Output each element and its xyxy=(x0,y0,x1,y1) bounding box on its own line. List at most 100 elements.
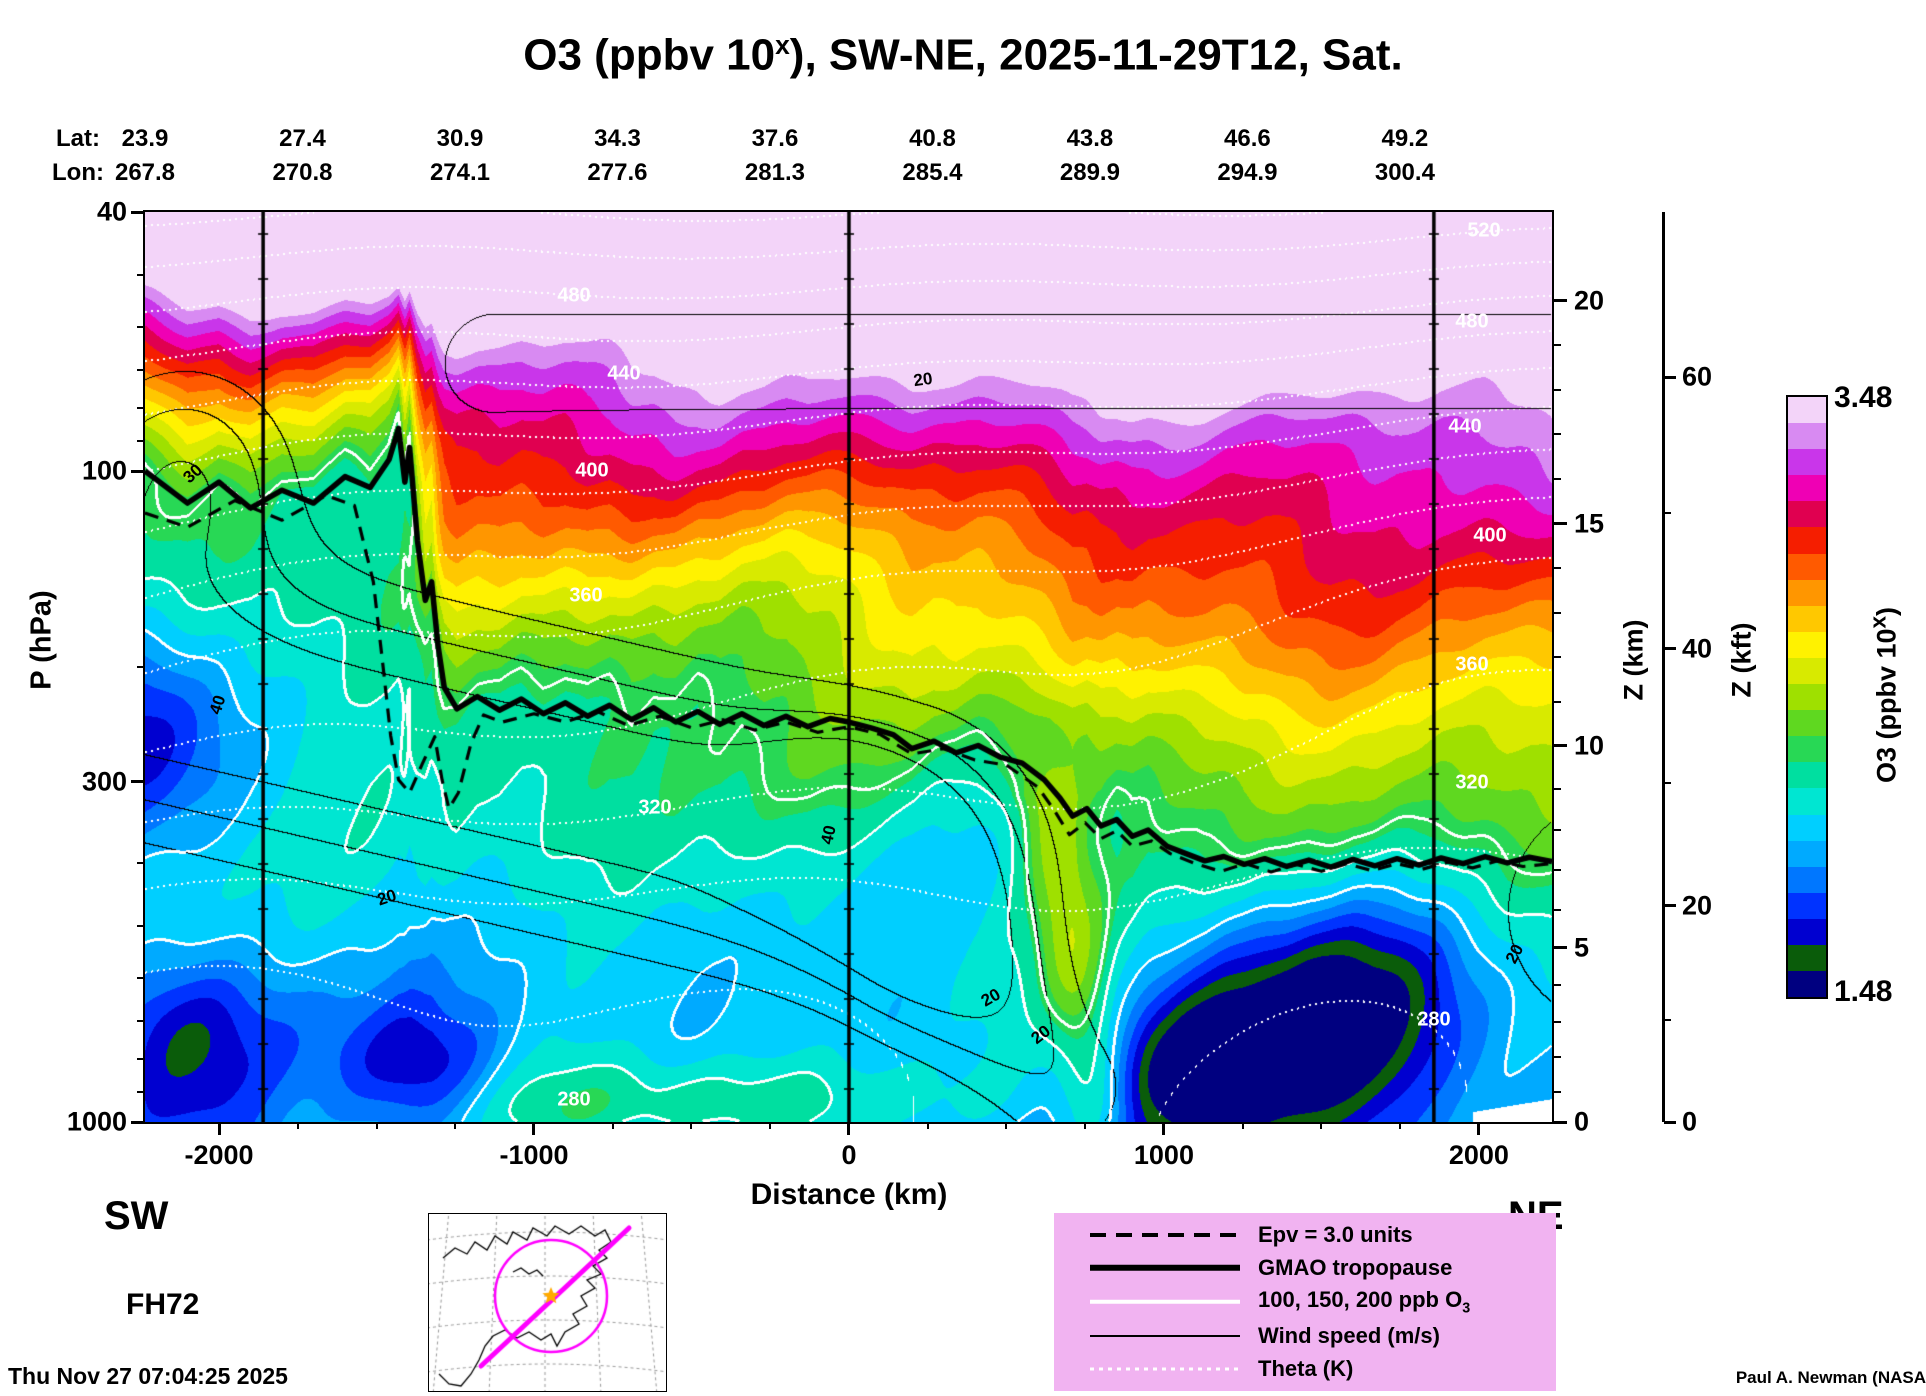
altitude-kft-tick-label: 0 xyxy=(1682,1106,1698,1137)
distance-minor-tick xyxy=(1005,1122,1008,1129)
colorbar-band xyxy=(1788,553,1826,580)
lon-value: 294.9 xyxy=(1217,159,1278,186)
altitude-km-minor-tick xyxy=(1554,1020,1561,1023)
distance-minor-tick xyxy=(1399,1122,1402,1129)
altitude-kft-axis-label: Z (kft) xyxy=(1726,622,1757,698)
altitude-km-tick-label: 15 xyxy=(1574,508,1605,539)
colorbar-label-text: O3 (ppbv 10 xyxy=(1871,628,1902,784)
colorbar-band xyxy=(1788,736,1826,763)
legend-item-tropopause: GMAO tropopause xyxy=(1054,1255,1556,1281)
altitude-km-major-tick xyxy=(1554,1120,1567,1124)
legend-label-subscript: 3 xyxy=(1462,1300,1471,1317)
legend-line-sample-wind xyxy=(1090,1332,1240,1340)
altitude-km-tick-label: 20 xyxy=(1574,285,1605,316)
altitude-km-minor-tick xyxy=(1554,700,1561,703)
altitude-km-minor-tick xyxy=(1554,869,1561,872)
altitude-kft-major-tick xyxy=(1664,375,1676,379)
lat-axis-key: Lat: xyxy=(56,125,100,152)
colorbar-band xyxy=(1788,762,1826,789)
altitude-km-minor-tick xyxy=(1554,567,1561,570)
title-text-suffix: ), SW-NE, 2025-11-29T12, Sat. xyxy=(789,30,1403,80)
colorbar-band xyxy=(1788,840,1826,867)
sw-corner-label: SW xyxy=(104,1194,169,1238)
altitude-km-axis-label: Z (km) xyxy=(1618,619,1649,701)
lat-value: 40.8 xyxy=(909,125,956,152)
colorbar-band xyxy=(1788,501,1826,528)
colorbar-band xyxy=(1788,397,1826,424)
colorbar-band xyxy=(1788,579,1826,606)
distance-tick-label: 2000 xyxy=(1448,1140,1509,1170)
altitude-kft-tick-label: 40 xyxy=(1682,633,1713,664)
distance-minor-tick xyxy=(769,1122,772,1129)
pressure-axis-label: P (hPa) xyxy=(25,590,58,690)
altitude-kft-axis-line xyxy=(1662,212,1665,1122)
legend-line-sample-tropopause xyxy=(1090,1264,1240,1272)
altitude-kft-major-tick xyxy=(1664,647,1676,651)
legend-label-wind: Wind speed (m/s) xyxy=(1258,1323,1440,1349)
lat-value: 43.8 xyxy=(1066,125,1114,152)
lat-value: 23.9 xyxy=(121,125,169,152)
colorbar-band xyxy=(1788,971,1826,998)
pressure-minor-tick xyxy=(137,274,145,277)
lat-value: 46.6 xyxy=(1224,125,1271,152)
altitude-km-minor-tick xyxy=(1554,1056,1561,1059)
lon-value: 270.8 xyxy=(272,159,333,186)
legend-line-wind xyxy=(1090,1335,1240,1338)
legend-line-epv xyxy=(1090,1233,1240,1238)
lat-value: 37.6 xyxy=(751,125,799,152)
distance-minor-tick xyxy=(690,1122,693,1129)
lon-value: 277.6 xyxy=(587,159,648,186)
pressure-tick-label: 100 xyxy=(81,455,127,486)
pressure-minor-tick xyxy=(137,1020,145,1023)
distance-minor-tick xyxy=(1084,1122,1087,1129)
altitude-km-minor-tick xyxy=(1554,984,1561,987)
author-credit: Paul A. Newman (NASA xyxy=(1735,1368,1926,1387)
pressure-minor-tick xyxy=(137,325,145,328)
colorbar-band xyxy=(1788,918,1826,945)
colorbar-max-label: 3.48 xyxy=(1834,381,1893,414)
pressure-major-tick xyxy=(131,469,145,473)
forecast-hour-label: FH72 xyxy=(126,1288,200,1321)
pressure-minor-tick xyxy=(137,369,145,372)
distance-major-tick xyxy=(1162,1122,1166,1135)
colorbar-band xyxy=(1788,788,1826,815)
legend-label-theta: Theta (K) xyxy=(1258,1355,1354,1381)
colorbar-band xyxy=(1788,449,1826,476)
altitude-kft-major-tick xyxy=(1664,1120,1676,1124)
pressure-minor-tick xyxy=(137,976,145,979)
distance-major-tick xyxy=(847,1122,851,1135)
pressure-major-tick xyxy=(131,210,145,214)
distance-minor-tick xyxy=(611,1122,614,1129)
colorbar-band xyxy=(1788,814,1826,841)
legend-line-theta xyxy=(1090,1367,1240,1371)
legend-line-sample-epv xyxy=(1090,1231,1240,1239)
distance-minor-tick xyxy=(454,1122,457,1129)
altitude-kft-major-tick xyxy=(1664,904,1676,908)
pressure-minor-tick xyxy=(137,861,145,864)
lon-value: 274.1 xyxy=(429,159,490,186)
pressure-minor-tick xyxy=(137,925,145,928)
legend-item-o3: 100, 150, 200 ppb O3 xyxy=(1054,1287,1556,1317)
colorbar-band xyxy=(1788,423,1826,450)
distance-tick-label: -2000 xyxy=(184,1140,254,1170)
cross-section-location-map xyxy=(429,1214,666,1391)
page-title: O3 (ppbv 10x), SW-NE, 2025-11-29T12, Sat… xyxy=(0,30,1926,81)
lon-value: 289.9 xyxy=(1059,159,1120,186)
altitude-kft-minor-tick xyxy=(1664,1018,1671,1021)
pressure-minor-tick xyxy=(137,406,145,409)
colorbar-label-superscript: x xyxy=(1865,615,1891,629)
distance-major-tick xyxy=(217,1122,221,1135)
creation-timestamp: Thu Nov 27 07:04:25 2025 xyxy=(8,1363,288,1389)
lon-value: 300.4 xyxy=(1374,159,1435,186)
lat-value: 49.2 xyxy=(1381,125,1429,152)
altitude-km-tick-label: 0 xyxy=(1574,1106,1590,1137)
pressure-minor-tick xyxy=(137,440,145,443)
legend-label-epv: Epv = 3.0 units xyxy=(1258,1222,1413,1248)
colorbar-band xyxy=(1788,631,1826,658)
lat-value: 34.3 xyxy=(594,125,641,152)
altitude-kft-minor-tick xyxy=(1664,511,1671,514)
distance-tick-label: 1000 xyxy=(1133,1140,1194,1170)
altitude-km-major-tick xyxy=(1554,946,1567,950)
colorbar-band xyxy=(1788,527,1826,554)
